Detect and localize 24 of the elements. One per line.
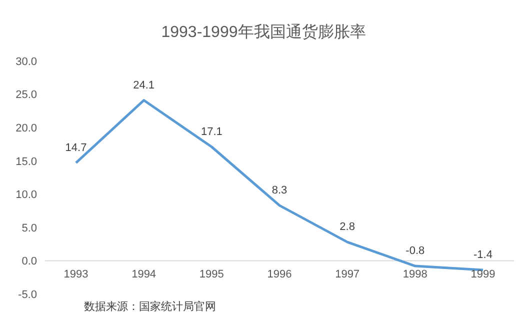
chart-title: 1993-1999年我国通货膨胀率 (160, 22, 367, 43)
y-tick-label: 20.0 (16, 122, 37, 134)
y-tick-label: 0.0 (22, 256, 37, 268)
data-label: 8.3 (272, 184, 288, 196)
data-label: -0.8 (406, 245, 425, 258)
x-tick-label: 1998 (402, 268, 428, 281)
y-tick-label: 10.0 (16, 189, 37, 202)
y-tick-label: -5.0 (18, 288, 37, 301)
source-note: 数据来源：国家统计局官网 (84, 300, 216, 314)
x-tick-label: 1995 (199, 268, 224, 281)
x-tick-label: 1993 (64, 268, 88, 281)
data-label: 17.1 (200, 126, 222, 138)
x-tick-label: 1999 (470, 268, 496, 281)
x-tick-label: 1997 (335, 268, 360, 281)
data-label: 14.7 (65, 142, 87, 154)
data-label: 24.1 (133, 79, 155, 92)
y-tick-label: 25.0 (16, 89, 37, 102)
y-tick-label: 5.0 (22, 222, 37, 234)
x-tick-label: 1994 (132, 268, 156, 281)
x-tick-label: 1996 (267, 268, 292, 281)
data-label: 2.8 (340, 221, 355, 234)
y-tick-label: 30.0 (16, 56, 37, 68)
data-label: -1.4 (474, 249, 492, 262)
y-tick-label: 15.0 (16, 156, 37, 168)
